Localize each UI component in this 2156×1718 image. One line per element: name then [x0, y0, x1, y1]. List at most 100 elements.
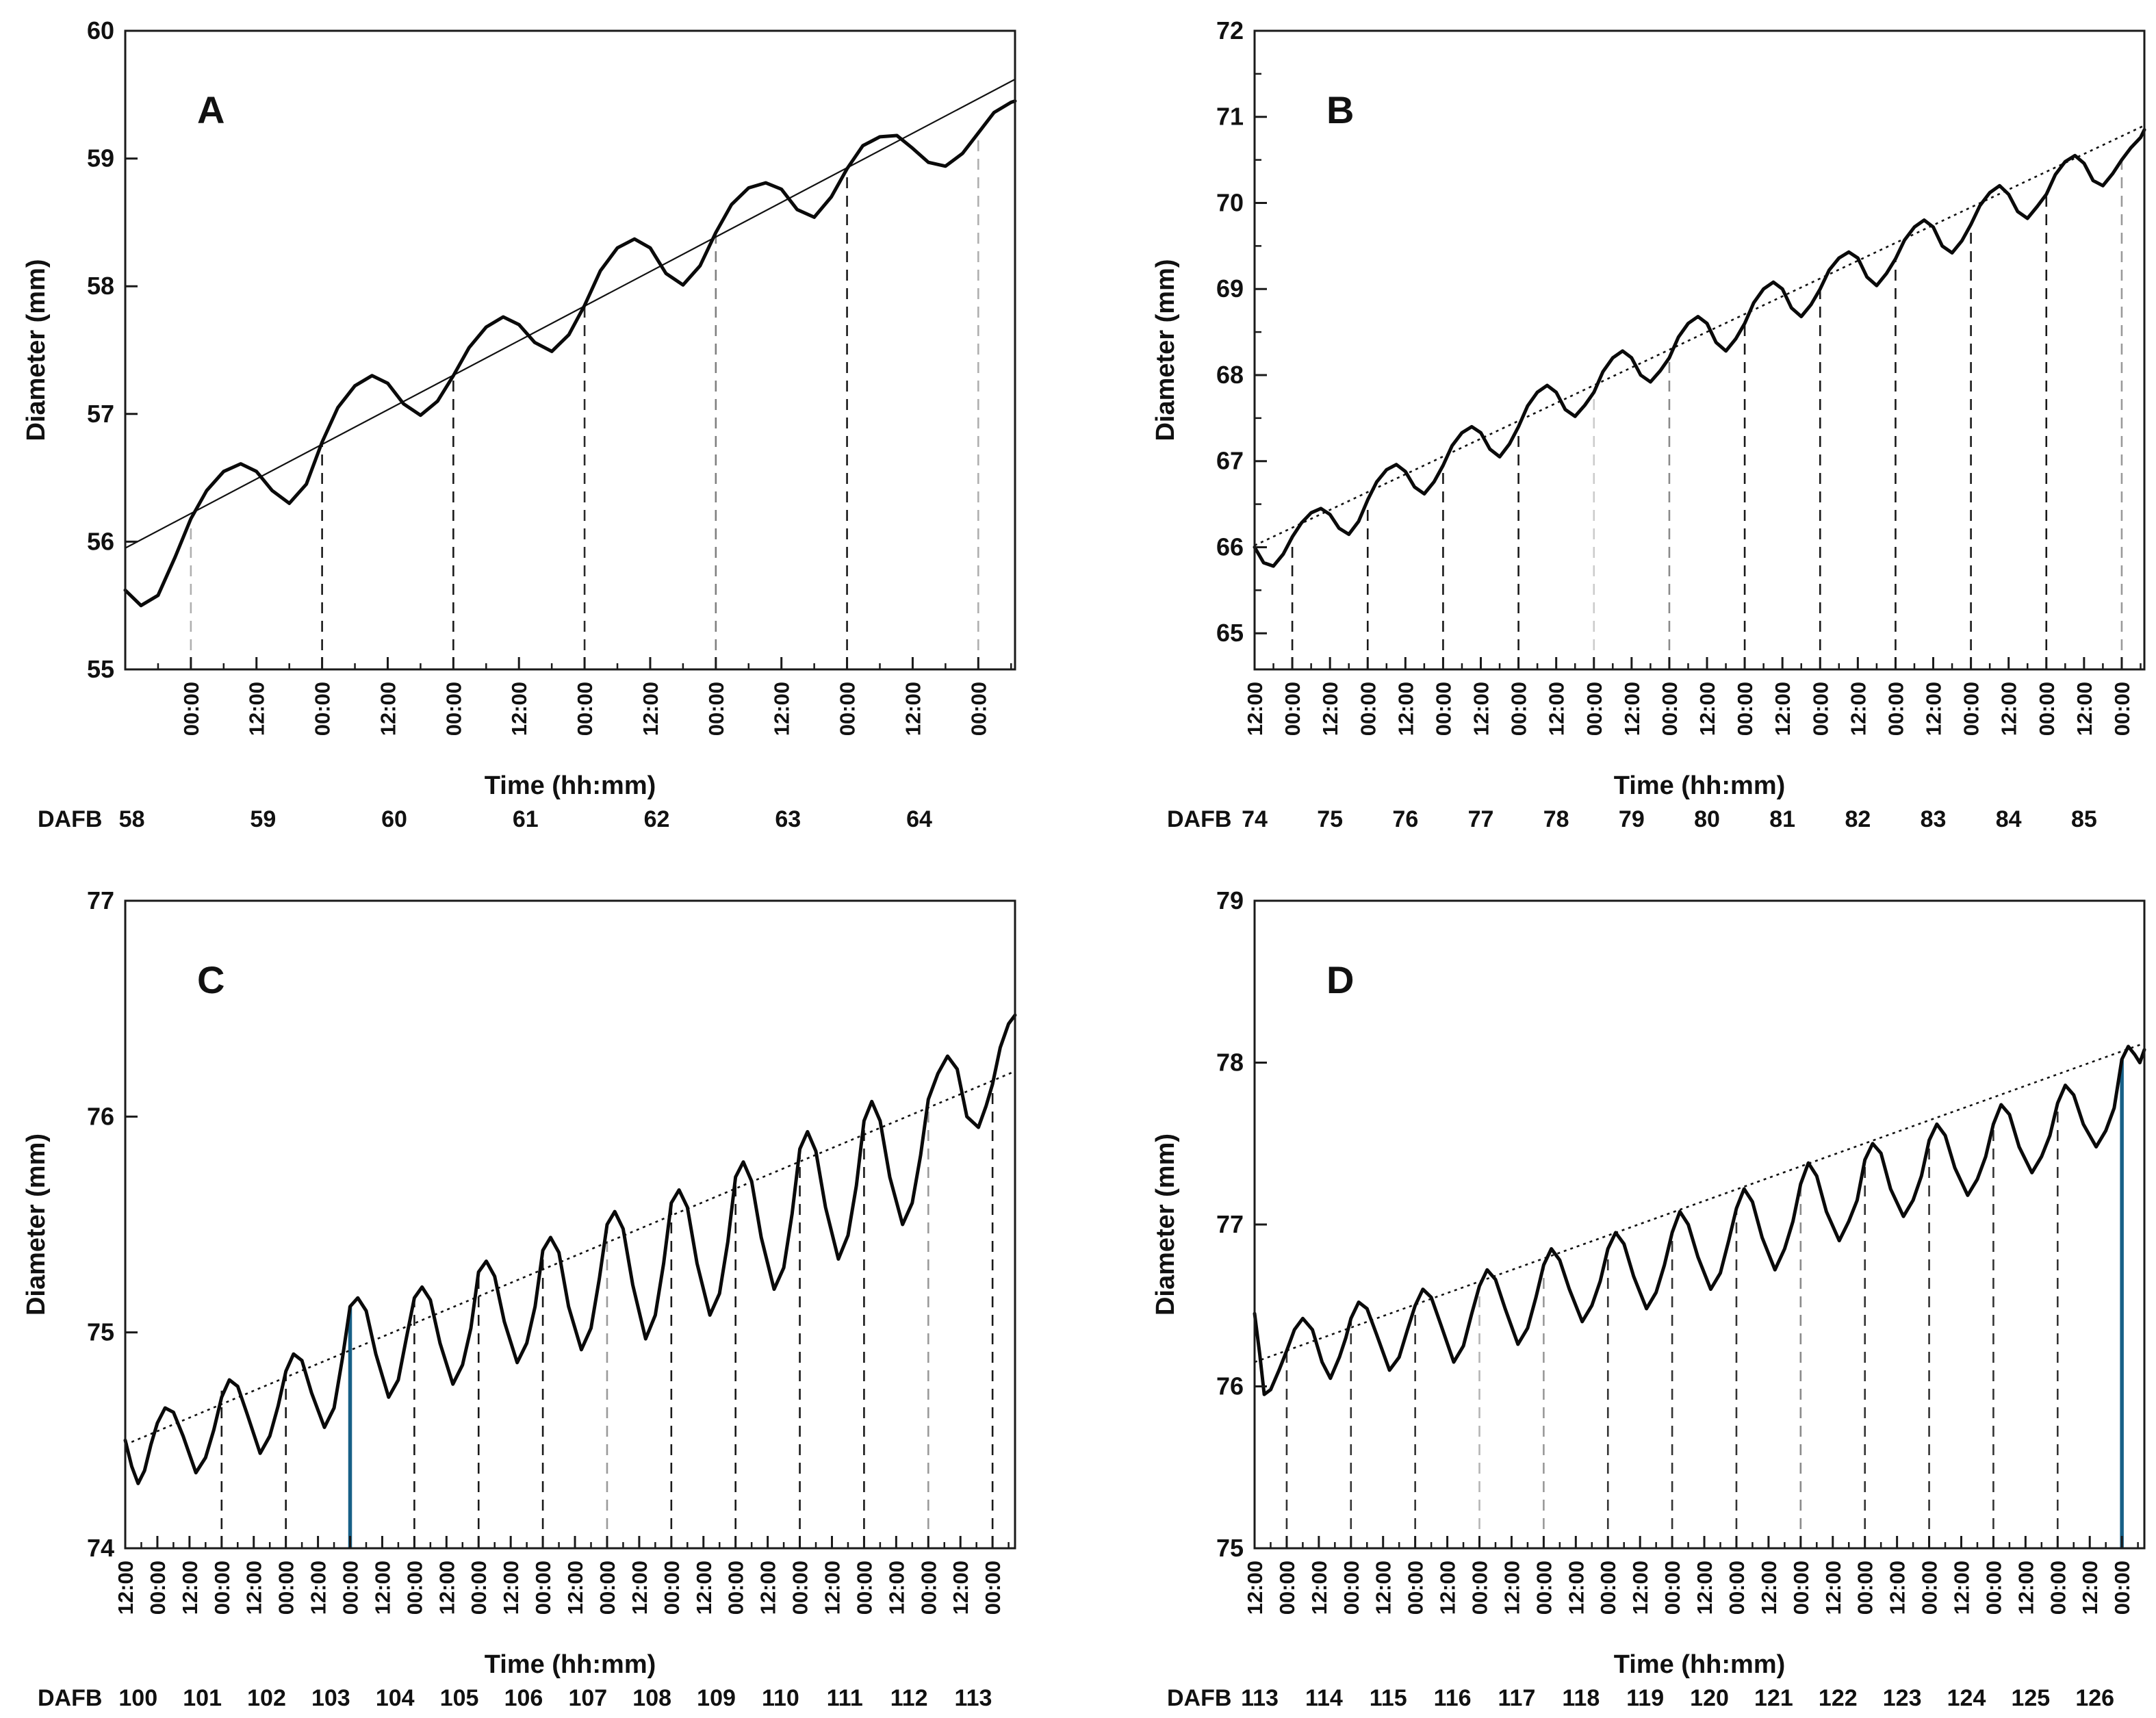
x-tick-label: 00:00	[916, 1561, 940, 1615]
x-tick-label: 00:00	[724, 1561, 748, 1615]
x-tick-label: 00:00	[595, 1561, 619, 1615]
dafb-day-label: 61	[513, 806, 539, 832]
x-tick-label: 00:00	[788, 1561, 812, 1615]
dafb-day-label: 77	[1468, 806, 1494, 832]
dafb-day-label: 75	[1317, 806, 1343, 832]
dafb-day-label: 126	[2075, 1685, 2114, 1711]
x-tick-label: 12:00	[114, 1561, 138, 1615]
panel-letter-A: A	[197, 88, 224, 131]
dafb-day-label: 85	[2071, 806, 2097, 832]
y-tick-label: 68	[1216, 361, 1244, 389]
y-tick-label: 77	[1216, 1210, 1244, 1238]
x-tick-label: 12:00	[1394, 682, 1417, 736]
dafb-day-label: 112	[890, 1685, 928, 1711]
x-tick-label: 12:00	[1243, 1561, 1267, 1615]
dafb-day-label: 115	[1370, 1685, 1407, 1711]
dafb-day-label: 60	[381, 806, 407, 832]
y-axis-title: Diameter (mm)	[1151, 259, 1180, 441]
panel-D-growth-curve	[1253, 1044, 2146, 1396]
dafb-day-label: 78	[1543, 806, 1569, 832]
x-tick-label: 12:00	[245, 682, 269, 736]
y-tick-label: 71	[1216, 103, 1244, 131]
x-axis-title: Time (hh:mm)	[1614, 771, 1786, 800]
x-tick-label: 12:00	[1628, 1561, 1652, 1615]
dafb-day-label: 124	[1947, 1685, 1986, 1711]
x-tick-label: 00:00	[2110, 1561, 2134, 1615]
dafb-day-label: 76	[1392, 806, 1418, 832]
dafb-day-label: 117	[1498, 1685, 1536, 1711]
y-tick-label: 78	[1216, 1049, 1244, 1077]
x-tick-label: 00:00	[1884, 682, 1908, 736]
x-tick-label: 12:00	[884, 1561, 908, 1615]
y-tick-label: 60	[87, 16, 114, 44]
panel-letter-B: B	[1326, 88, 1354, 131]
panel-D-trend-line	[1254, 1042, 2145, 1363]
x-tick-label: 00:00	[1582, 682, 1606, 736]
x-tick-label: 00:00	[704, 682, 728, 736]
x-tick-label: 12:00	[1564, 1561, 1588, 1615]
x-tick-label: 00:00	[836, 682, 860, 736]
x-tick-label: 12:00	[1372, 1561, 1396, 1615]
x-tick-label: 00:00	[660, 1561, 684, 1615]
x-tick-label: 12:00	[499, 1561, 523, 1615]
x-tick-label: 12:00	[1695, 682, 1719, 736]
y-tick-label: 77	[87, 886, 114, 914]
dafb-day-label: 118	[1562, 1685, 1600, 1711]
x-tick-label: 00:00	[1468, 1561, 1492, 1615]
x-tick-label: 00:00	[1658, 682, 1682, 736]
x-tick-label: 00:00	[1960, 682, 1984, 736]
y-tick-label: 57	[87, 400, 114, 428]
dafb-day-label: 64	[906, 806, 932, 832]
panel-letter-C: C	[197, 958, 224, 1001]
y-tick-label: 66	[1216, 533, 1244, 561]
x-tick-label: 00:00	[1918, 1561, 1942, 1615]
dafb-day-label: 62	[644, 806, 670, 832]
dafb-day-label: 84	[1996, 806, 2022, 832]
panel-B: 65 66 67 68 69 70 71 72 12:00 00:00 12:00 00:00 12:0…	[1151, 16, 2146, 832]
dafb-day-label: 104	[376, 1685, 415, 1711]
panel-B-trend-line	[1254, 125, 2145, 547]
x-tick-label: 12:00	[1545, 682, 1569, 736]
y-tick-label: 58	[87, 272, 114, 300]
panel-A-trend-line	[125, 78, 1016, 549]
x-tick-label: 12:00	[2078, 1561, 2102, 1615]
dafb-day-label: 113	[1241, 1685, 1279, 1711]
dafb-row-title: DAFB	[1167, 1685, 1231, 1711]
x-tick-label: 00:00	[2035, 682, 2059, 736]
panel-C: 74 75 76 77 12:00 00:00 12:00 00:00 12:00 00:00 12…	[22, 886, 1017, 1711]
panel-B-frame	[1253, 29, 2146, 671]
y-tick-label: 76	[87, 1102, 114, 1130]
x-tick-label: 00:00	[210, 1561, 234, 1615]
x-tick-label: 00:00	[531, 1561, 555, 1615]
x-tick-label: 12:00	[1500, 1561, 1524, 1615]
x-tick-label: 00:00	[467, 1561, 491, 1615]
dafb-day-label: 100	[118, 1685, 157, 1711]
dafb-day-label: 102	[247, 1685, 286, 1711]
y-tick-label: 67	[1216, 447, 1244, 475]
x-tick-label: 00:00	[274, 1561, 298, 1615]
panel-A-growth-curve	[123, 99, 1017, 608]
x-tick-label: 12:00	[1318, 682, 1342, 736]
x-tick-label: 00:00	[852, 1561, 876, 1615]
x-tick-label: 00:00	[2110, 682, 2134, 736]
dafb-day-label: 116	[1434, 1685, 1472, 1711]
x-tick-label: 12:00	[1436, 1561, 1460, 1615]
panel-letter-D: D	[1326, 958, 1354, 1001]
dafb-day-label: 80	[1694, 806, 1720, 832]
dafb-row-title: DAFB	[38, 806, 102, 832]
x-tick-label: 00:00	[1725, 1561, 1749, 1615]
x-tick-label: 12:00	[1620, 682, 1644, 736]
y-tick-label: 76	[1216, 1372, 1244, 1400]
x-tick-label: 00:00	[441, 682, 465, 736]
dafb-day-label: 82	[1845, 806, 1871, 832]
dafb-row-title: DAFB	[38, 1685, 102, 1711]
x-tick-label: 12:00	[1771, 682, 1795, 736]
x-tick-label: 12:00	[639, 682, 663, 736]
x-tick-label: 12:00	[507, 682, 531, 736]
dafb-day-label: 106	[504, 1685, 543, 1711]
x-tick-label: 12:00	[1997, 682, 2021, 736]
x-tick-label: 12:00	[820, 1561, 844, 1615]
x-tick-label: 00:00	[339, 1561, 363, 1615]
dafb-day-label: 81	[1769, 806, 1795, 832]
